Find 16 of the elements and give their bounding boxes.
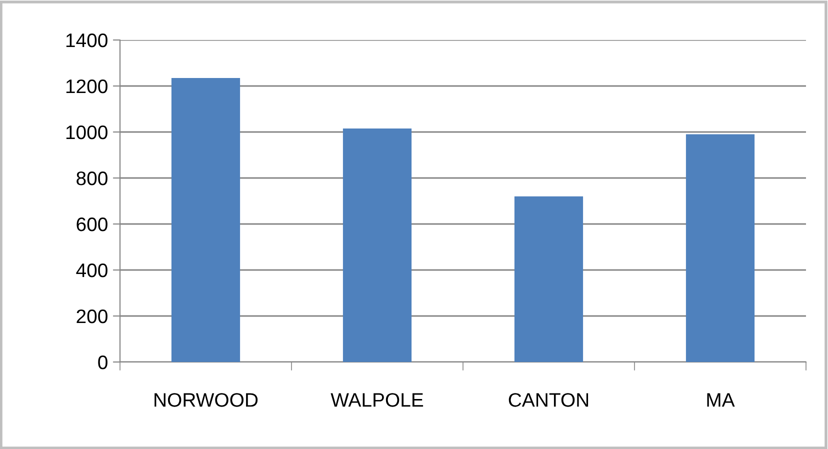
x-tick-label: CANTON xyxy=(508,393,588,407)
y-tick-label: 1000 xyxy=(66,125,108,140)
x-tick-label: NORWOOD xyxy=(154,393,258,407)
y-tick-label: 0 xyxy=(98,355,108,370)
bar xyxy=(342,128,412,362)
y-tick-label: 1200 xyxy=(66,79,108,94)
bar xyxy=(514,196,584,362)
y-tick-label: 1400 xyxy=(66,33,108,48)
bar xyxy=(686,134,755,362)
y-tick-label: 200 xyxy=(76,309,108,324)
x-tick-label: MA xyxy=(707,393,735,407)
y-tick-label: 800 xyxy=(76,171,108,186)
x-tick-label: WALPOLE xyxy=(330,393,424,407)
y-tick-label: 400 xyxy=(76,263,108,278)
y-tick-label: 600 xyxy=(76,217,108,232)
bar xyxy=(171,78,240,362)
